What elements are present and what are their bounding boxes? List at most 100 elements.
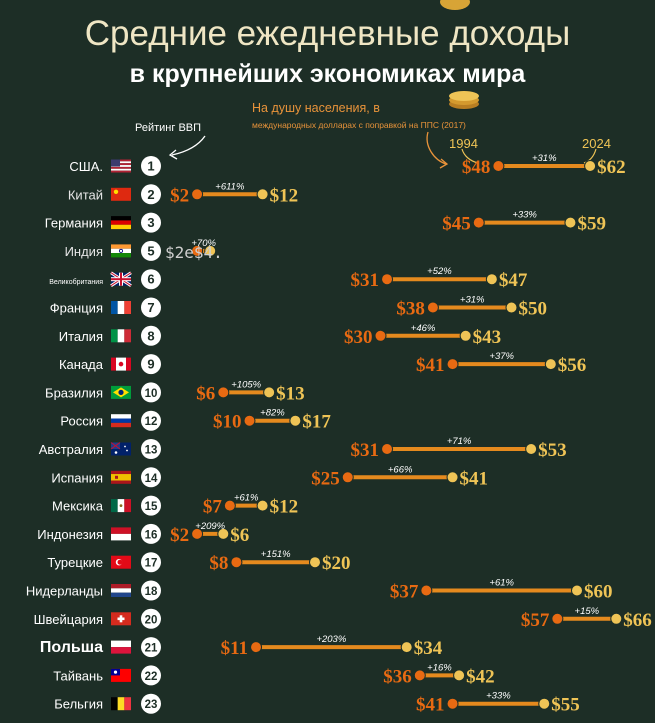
dot-1994 (381, 443, 394, 455)
cn-flag-icon (111, 187, 131, 201)
flag-part (116, 357, 121, 371)
value-2024: $41 (460, 468, 489, 489)
country-label: Россия (60, 414, 103, 429)
rank-badge (141, 354, 161, 375)
rank-number: 15 (145, 501, 158, 513)
flag-part (111, 165, 131, 167)
in-flag-icon (111, 244, 131, 258)
country-label: Испания (51, 470, 103, 485)
value-2024: $42 (466, 666, 495, 687)
dot-2024 (505, 301, 518, 314)
change-label: +33% (512, 210, 537, 221)
rank-badge (141, 240, 161, 261)
dot-1994 (230, 556, 243, 569)
year-start-label: 1994 (449, 136, 478, 151)
value-1994: $31 (351, 270, 380, 291)
rank-number: 6 (147, 272, 154, 287)
chart-title: Средние ежедневные доходы (84, 14, 571, 53)
flag-part (111, 470, 131, 475)
value-1994: $38 (396, 299, 425, 320)
value-1994: $2e$4. (165, 243, 223, 262)
flag-part (124, 697, 131, 711)
dot-2024 (263, 386, 276, 399)
country-label: США. (69, 159, 103, 174)
coin-icon (440, 0, 470, 10)
rank-badge (141, 495, 161, 516)
flag-part (111, 170, 131, 173)
flag-part (111, 163, 131, 166)
rank-badge (141, 212, 161, 233)
dot-2024 (571, 584, 583, 597)
flag-globe (118, 389, 124, 395)
change-label: +16% (427, 662, 452, 673)
dot-2024 (610, 612, 623, 625)
change-label: +31% (460, 295, 485, 306)
flag-part (111, 224, 131, 230)
rank-badge (141, 665, 161, 686)
per-capita-sublabel: международных долларах с поправкой на ПП… (252, 120, 466, 130)
tr-flag-icon (111, 555, 131, 569)
dot-2024 (446, 471, 459, 484)
value-2024: $62 (597, 157, 626, 178)
chart-row: Турецкие 17 +151% $8 $20 (47, 549, 350, 574)
flag-part (117, 329, 125, 343)
flag-leaf (118, 361, 124, 367)
change-label: +66% (388, 464, 413, 475)
dot-1994 (413, 669, 426, 682)
country-label: Турецкие (47, 555, 103, 570)
change-label: +33% (486, 691, 511, 702)
country-label: Бельгия (54, 697, 103, 712)
flag-part (117, 697, 125, 711)
rank-number: 9 (147, 357, 154, 372)
percap-arrowhead (439, 158, 449, 169)
rank-badge (141, 269, 161, 290)
rank-number: 14 (145, 473, 158, 485)
value-1994: $2 (170, 525, 189, 546)
chart-row: Мексика 15 +61% $7 $12 (52, 493, 298, 518)
country-label: Австралия (39, 442, 103, 457)
chart-row: Индонезия 16 +209% $2 $6 (37, 521, 249, 546)
rank-number: 22 (145, 671, 158, 683)
value-1994: $30 (344, 327, 373, 348)
dot-1994 (472, 216, 485, 229)
flag-part (111, 166, 131, 169)
dot-1994 (492, 160, 505, 172)
change-label: +611% (215, 181, 245, 192)
chart-row: Австралия 13 +71% $31 $53 (39, 436, 567, 461)
value-2024: $17 (302, 412, 331, 433)
chart-row: Польша 21 +203% $11 $34 (40, 634, 443, 659)
flag-part (111, 357, 116, 371)
rank-number: 13 (145, 445, 158, 457)
flag-part (117, 617, 125, 621)
dot-1994 (341, 471, 354, 484)
year-start-arrow (461, 148, 479, 164)
rank-arrow (171, 135, 206, 156)
dot-2024 (525, 443, 538, 455)
chart-row: Россия 12 +82% $10 $17 (60, 408, 331, 433)
change-label: +105% (231, 379, 261, 390)
value-2024: $20 (322, 553, 351, 574)
au-flag-icon (110, 442, 131, 456)
chart-row: США. 1 +31% $48 $62 (69, 153, 625, 178)
flag-star (124, 445, 126, 448)
dot-1994 (420, 584, 433, 597)
dot-1994 (250, 641, 263, 654)
country-label: Польша (40, 639, 103, 656)
flag-part (124, 301, 131, 314)
rank-number: 18 (145, 586, 158, 598)
chart-row: Швейцария 20 +15% $57 $66 (34, 606, 652, 631)
id-flag-icon (111, 527, 131, 541)
flag-part (111, 187, 131, 201)
rank-badge (141, 410, 161, 431)
country-label: Германия (45, 216, 103, 231)
country-label: Индонезия (37, 527, 103, 542)
dot-1994 (381, 273, 394, 286)
flag-part (111, 533, 131, 541)
flag-part (121, 357, 126, 371)
dot-2024 (459, 329, 472, 342)
chart-row: Германия 3 +33% $45 $59 (45, 210, 606, 235)
dot-1994 (374, 329, 387, 342)
value-2024: $6 (230, 525, 249, 546)
